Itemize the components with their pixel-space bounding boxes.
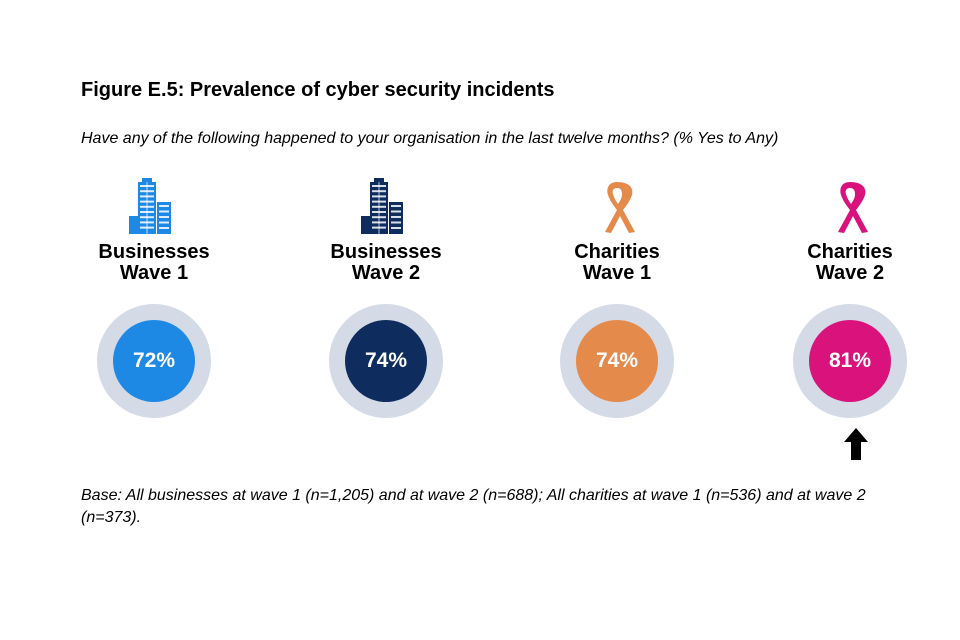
value-circle: 74% [345,320,427,402]
building-window-row [159,221,169,224]
value-ring: 74% [329,304,443,418]
ribbon-loop-gap [845,188,855,204]
ribbon-loop-gap [612,188,622,204]
category-label: Businesses Wave 1 [98,242,209,284]
building-roof [374,178,384,183]
base-note: Base: All businesses at wave 1 (n=1,205)… [81,487,866,526]
category-label-line2: Wave 1 [582,262,652,284]
value-label: 74% [364,349,408,372]
increase-arrow-icon [844,428,868,460]
ribbon-shape [838,182,868,233]
value-circle: 81% [809,320,891,402]
chart-subtitle: Have any of the following happened to yo… [81,130,779,147]
value-ring: 74% [560,304,674,418]
group-charities-wave-2: Charities Wave 2 81% [760,176,940,466]
building-window-row [391,227,401,229]
building-annex [129,216,138,234]
category-label: Charities Wave 1 [574,242,660,284]
office-building-icon [129,178,171,234]
chart-title: Figure E.5: Prevalence of cyber security… [81,79,555,101]
value-ring: 72% [97,304,211,418]
building-annex [361,216,370,234]
group-businesses-wave-1: Businesses Wave 1 72% [64,176,244,466]
office-building-icon [361,178,403,234]
category-label: Charities Wave 2 [807,242,893,284]
group-charities-wave-1: Charities Wave 1 74% [527,176,707,466]
value-ring: 81% [793,304,907,418]
category-label-line2: Wave 2 [815,262,885,284]
ribbon-shape [605,182,635,233]
ribbon-icon [605,182,635,233]
building-window-row [159,216,169,218]
building-window-row [391,205,401,207]
category-label-line1: Charities [807,241,893,263]
building-window-row [391,216,401,218]
value-label: 81% [828,349,872,372]
category-label: Businesses Wave 2 [330,242,441,284]
category-label-line2: Wave 1 [119,262,189,284]
value-circle: 72% [113,320,195,402]
value-circle: 74% [576,320,658,402]
ribbon-icon [838,182,868,233]
building-window-row [391,221,401,224]
group-businesses-wave-2: Businesses Wave 2 74% [296,176,476,466]
category-label-line2: Wave 2 [351,262,421,284]
building-roof [142,178,152,183]
category-label-line1: Businesses [330,241,442,263]
building-window-row [159,210,169,213]
value-label: 74% [595,349,639,372]
category-label-line1: Charities [574,241,660,263]
value-label: 72% [132,349,176,372]
building-window-row [391,210,401,213]
category-label-line1: Businesses [98,241,210,263]
building-window-row [159,205,169,207]
building-window-row [159,227,169,229]
